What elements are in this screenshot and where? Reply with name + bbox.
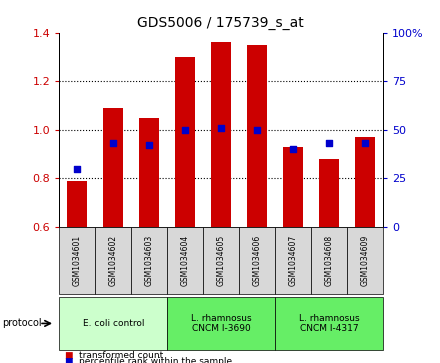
Text: GDS5006 / 175739_s_at: GDS5006 / 175739_s_at <box>137 16 303 30</box>
Text: L. rhamnosus
CNCM I-3690: L. rhamnosus CNCM I-3690 <box>191 314 251 333</box>
Text: GSM1034601: GSM1034601 <box>73 235 82 286</box>
Point <box>146 142 153 148</box>
Text: GSM1034606: GSM1034606 <box>253 235 261 286</box>
Text: GSM1034609: GSM1034609 <box>360 235 369 286</box>
Text: transformed count: transformed count <box>79 351 163 359</box>
Bar <box>355 137 375 227</box>
Point <box>326 140 333 146</box>
Text: GSM1034608: GSM1034608 <box>324 235 334 286</box>
Bar <box>283 147 303 227</box>
Text: GSM1034602: GSM1034602 <box>109 235 118 286</box>
Point <box>182 127 189 133</box>
Text: ■: ■ <box>64 351 72 359</box>
Point <box>361 140 368 146</box>
Bar <box>247 45 267 227</box>
Point <box>253 127 260 133</box>
Text: GSM1034604: GSM1034604 <box>181 235 190 286</box>
Text: percentile rank within the sample: percentile rank within the sample <box>79 357 232 363</box>
Text: L. rhamnosus
CNCM I-4317: L. rhamnosus CNCM I-4317 <box>299 314 359 333</box>
Bar <box>139 118 159 227</box>
Point <box>290 146 297 152</box>
Point <box>74 166 81 172</box>
Text: E. coli control: E. coli control <box>83 319 144 328</box>
Point <box>218 125 225 131</box>
Text: ■: ■ <box>64 357 72 363</box>
Bar <box>211 42 231 227</box>
Text: GSM1034603: GSM1034603 <box>145 235 154 286</box>
Text: GSM1034605: GSM1034605 <box>216 235 226 286</box>
Bar <box>67 181 87 227</box>
Point <box>110 140 117 146</box>
Bar <box>103 108 123 227</box>
Text: GSM1034607: GSM1034607 <box>289 235 297 286</box>
Bar <box>319 159 339 227</box>
Bar <box>175 57 195 227</box>
Text: protocol: protocol <box>2 318 42 329</box>
